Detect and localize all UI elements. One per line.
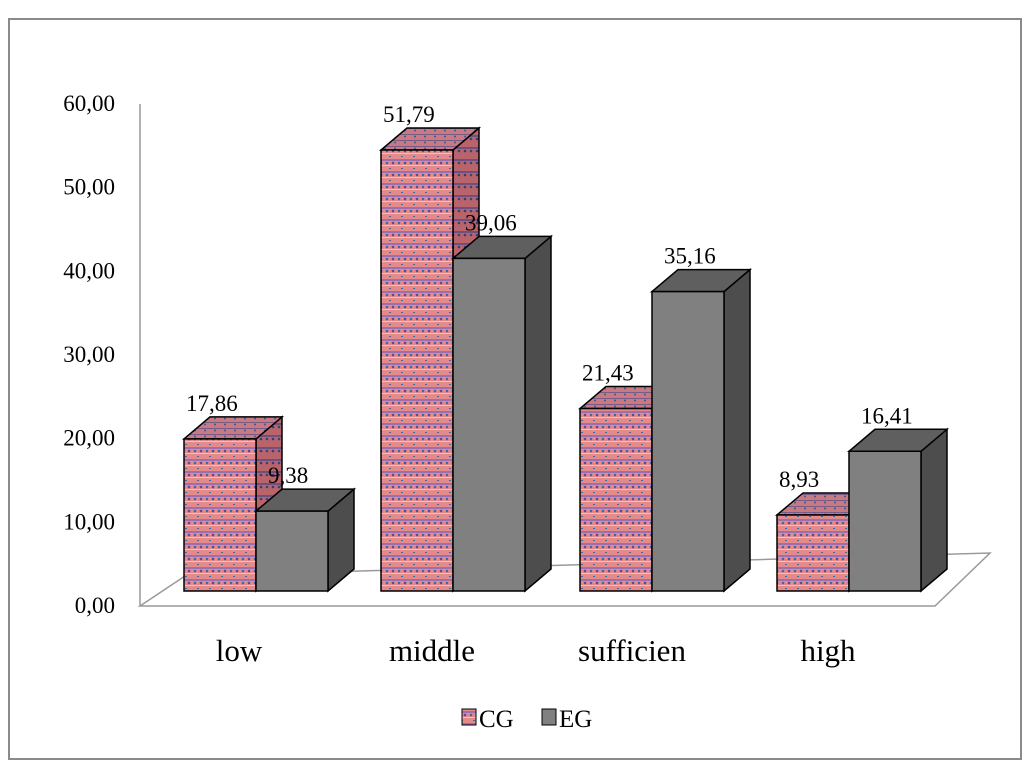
floor-plane [137, 552, 992, 607]
y-tick-label: 50,00 [63, 175, 115, 200]
data-label-EG: 16,41 [861, 403, 913, 428]
legend-swatch-CG [461, 708, 477, 726]
category-label: low [216, 633, 263, 668]
legend-swatch-EG [541, 708, 557, 726]
y-tick-label: 0,00 [75, 593, 115, 618]
category-label: high [800, 633, 856, 668]
bar-EG [846, 427, 950, 593]
data-label-CG: 51,79 [383, 102, 435, 127]
y-tick-label: 60,00 [63, 91, 115, 116]
y-tick-label: 10,00 [63, 509, 115, 534]
data-label-EG: 39,06 [465, 210, 517, 235]
data-label-CG: 21,43 [582, 361, 634, 386]
legend-label-CG: CG [479, 706, 514, 733]
bar-EG [253, 487, 357, 593]
category-label: sufficien [578, 633, 686, 668]
bar-EG [450, 234, 554, 593]
y-tick-label: 20,00 [63, 426, 115, 451]
bar-EG [649, 267, 753, 593]
bar-CG [181, 415, 285, 593]
chart-floor [137, 552, 992, 607]
y-tick-label: 30,00 [63, 342, 115, 367]
bars [181, 126, 950, 593]
data-label-EG: 9,38 [268, 463, 308, 488]
data-label-EG: 35,16 [664, 244, 716, 269]
data-label-CG: 8,93 [779, 467, 819, 492]
data-labels: 17,86 9,38 51,79 39,06 21,43 35,16 8,93 16,41 [186, 102, 913, 492]
x-axis: low middle sufficien high [216, 633, 856, 668]
y-tick-label: 40,00 [63, 258, 115, 283]
legend-label-EG: EG [559, 706, 592, 733]
legend: CG EG [461, 706, 592, 733]
category-label: middle [389, 633, 475, 668]
data-label-CG: 17,86 [186, 391, 238, 416]
y-axis: 0,00 10,00 20,00 30,00 40,00 50,00 60,00 [63, 91, 141, 618]
